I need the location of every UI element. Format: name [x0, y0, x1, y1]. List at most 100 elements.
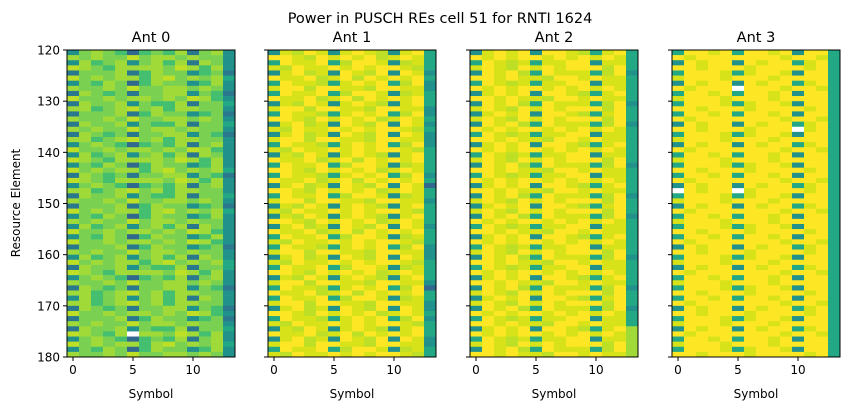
heatmap-cell [542, 203, 555, 209]
heatmap-cell [280, 326, 293, 332]
heatmap-cell [292, 254, 305, 261]
heatmap-cell [151, 295, 164, 302]
heatmap-cell [780, 264, 793, 271]
heatmap-cell [792, 177, 805, 184]
heatmap-cell [804, 223, 817, 230]
heatmap-cell [340, 208, 353, 215]
heatmap-cell [211, 90, 224, 97]
heatmap-cell [744, 136, 757, 143]
heatmap-cell [139, 50, 152, 56]
heatmap-cell [340, 193, 353, 199]
heatmap-cell [696, 213, 709, 220]
heatmap-cell [566, 65, 579, 71]
heatmap-cell [672, 275, 685, 281]
heatmap-cell [614, 96, 627, 102]
heatmap-cell [518, 157, 531, 163]
heatmap-cell [91, 80, 104, 87]
heatmap-cell [67, 331, 80, 337]
heatmap-cell [388, 152, 401, 158]
heatmap-cell [554, 300, 567, 307]
heatmap-cell [602, 116, 615, 122]
heatmap-cell [316, 234, 329, 240]
heatmap-cell [684, 326, 697, 332]
heatmap-cell [388, 203, 401, 209]
heatmap-cell [127, 157, 140, 163]
heatmap-cell [626, 157, 639, 163]
heatmap-cell [316, 111, 329, 117]
heatmap-cell [376, 254, 389, 261]
heatmap-cell [708, 126, 721, 133]
heatmap-cell [816, 142, 829, 148]
heatmap-cell [91, 116, 104, 122]
heatmap-cell [364, 290, 377, 296]
heatmap-cell [187, 331, 200, 337]
heatmap-cell [828, 300, 841, 307]
heatmap-cell [614, 305, 627, 312]
heatmap-cell [696, 336, 709, 342]
heatmap-cell [328, 239, 341, 245]
heatmap-cell [151, 96, 164, 102]
heatmap-cell [626, 167, 639, 174]
heatmap-cell [223, 70, 236, 76]
heatmap-cell [816, 177, 829, 184]
heatmap-cell [376, 300, 389, 307]
heatmap-cell [494, 203, 507, 209]
heatmap-cell [602, 101, 615, 107]
heatmap-cell [163, 177, 176, 184]
heatmap-cell [151, 55, 164, 61]
heatmap-cell [127, 223, 140, 230]
heatmap-cell [163, 295, 176, 302]
heatmap-cell [828, 116, 841, 122]
heatmap-cell [768, 126, 781, 133]
heatmap-cell [720, 310, 733, 317]
heatmap-cell [614, 198, 627, 204]
heatmap-cell [590, 310, 603, 317]
heatmap-cell [566, 264, 579, 271]
heatmap-cell [103, 234, 116, 240]
heatmap-cell [340, 126, 353, 133]
heatmap-cell [470, 96, 483, 102]
heatmap-cell [744, 162, 757, 168]
heatmap-cell [816, 275, 829, 281]
heatmap-cell [590, 264, 603, 271]
heatmap-cell [470, 331, 483, 337]
heatmap-cell [268, 121, 281, 128]
heatmap-cell [175, 60, 188, 66]
heatmap-cell [566, 188, 579, 194]
heatmap-cell [400, 90, 413, 97]
heatmap-cell [554, 126, 567, 133]
heatmap-cell [67, 177, 80, 184]
heatmap-cell [756, 106, 769, 112]
heatmap-cell [590, 167, 603, 174]
heatmap-cell [672, 75, 685, 81]
heatmap-cell [554, 285, 567, 291]
heatmap-cell [482, 321, 495, 327]
heatmap-cell [223, 142, 236, 148]
heatmap-cell [494, 111, 507, 117]
heatmap-cell [211, 131, 224, 138]
heatmap-cell [614, 341, 627, 348]
heatmap-cell [756, 183, 769, 189]
heatmap-cell [744, 70, 757, 76]
heatmap-cell [590, 275, 603, 281]
heatmap-cell [328, 65, 341, 71]
heatmap-cell [470, 183, 483, 189]
heatmap-cell [780, 270, 793, 276]
heatmap-cell [79, 270, 92, 276]
heatmap-cell [67, 218, 80, 225]
heatmap-cell [151, 50, 164, 56]
heatmap-cell [352, 234, 365, 240]
heatmap-cell [424, 295, 437, 302]
heatmap-cell [352, 331, 365, 337]
heatmap-cell [103, 285, 116, 291]
heatmap-cell [744, 131, 757, 138]
panel-title: Ant 1 [333, 30, 372, 46]
heatmap-cell [163, 167, 176, 174]
heatmap-cell [280, 126, 293, 133]
heatmap-cell [388, 85, 401, 92]
heatmap-cell [816, 75, 829, 81]
heatmap-cell [151, 229, 164, 235]
heatmap-cell [816, 295, 829, 302]
heatmap-cell [792, 270, 805, 276]
heatmap-cell [482, 239, 495, 245]
